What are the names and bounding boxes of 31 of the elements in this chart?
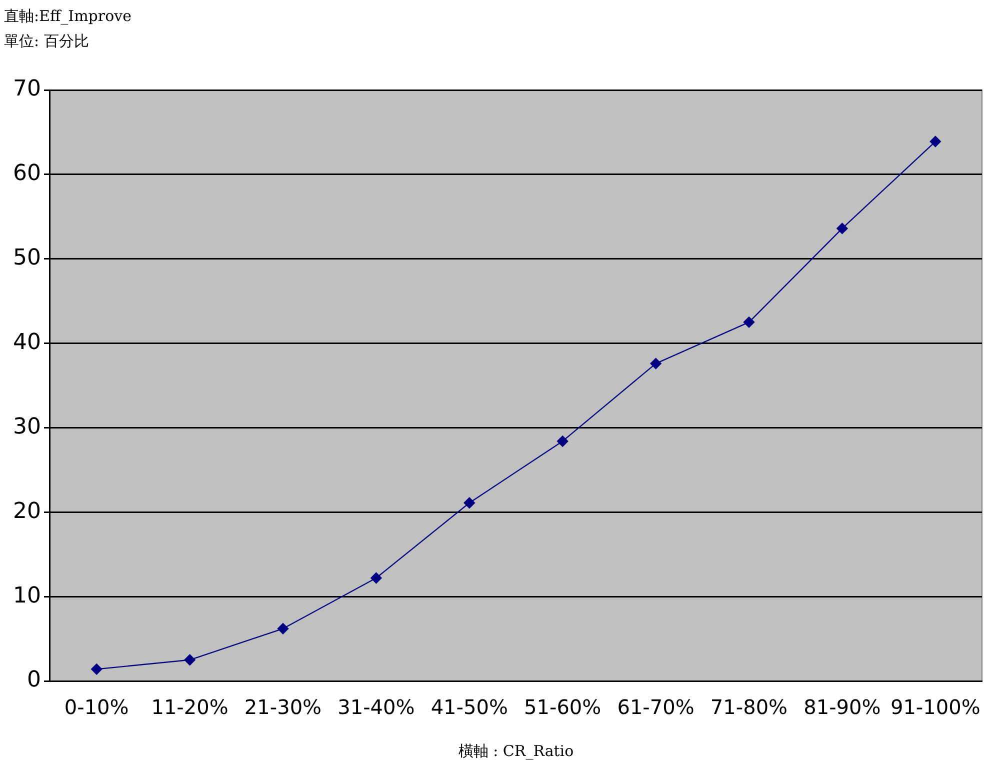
- point: [650, 358, 662, 370]
- y-tick-label: 30: [12, 414, 41, 440]
- point: [464, 497, 475, 508]
- y-tick-label: 70: [12, 76, 41, 102]
- x-tick-label: 31-40%: [338, 695, 415, 720]
- chart-subtitle: 單位: 百分比: [4, 31, 90, 52]
- y-tick-label: 60: [12, 161, 41, 186]
- x-tick-label: 91-100%: [890, 695, 980, 720]
- y-tick-label: 10: [12, 583, 41, 608]
- x-tick-label: 41-50%: [430, 695, 508, 720]
- point: [743, 316, 755, 328]
- y-tick-label: 0: [26, 668, 41, 693]
- point: [90, 664, 102, 675]
- x-tick-label: 71-80%: [710, 695, 788, 720]
- x-axis-title: 橫軸 : CR_Ratio: [458, 742, 574, 760]
- point: [184, 654, 196, 666]
- x-tick-label: 81-90%: [804, 695, 881, 720]
- x-tick-label: 21-30%: [244, 695, 322, 720]
- x-tick-label: 0-10%: [64, 695, 129, 720]
- y-tick-label: 40: [12, 330, 41, 356]
- chart-title: 直軸:Eff_Improve: [4, 6, 132, 27]
- y-tick-label: 50: [12, 246, 41, 271]
- point: [930, 136, 941, 148]
- point: [277, 623, 289, 634]
- point: [836, 222, 848, 234]
- x-tick-label: 11-20%: [151, 695, 228, 720]
- point: [370, 572, 382, 584]
- x-tick-label: 61-70%: [617, 695, 694, 720]
- x-tick-label: 51-60%: [524, 695, 602, 720]
- point: [557, 436, 568, 447]
- y-tick-label: 20: [12, 498, 41, 524]
